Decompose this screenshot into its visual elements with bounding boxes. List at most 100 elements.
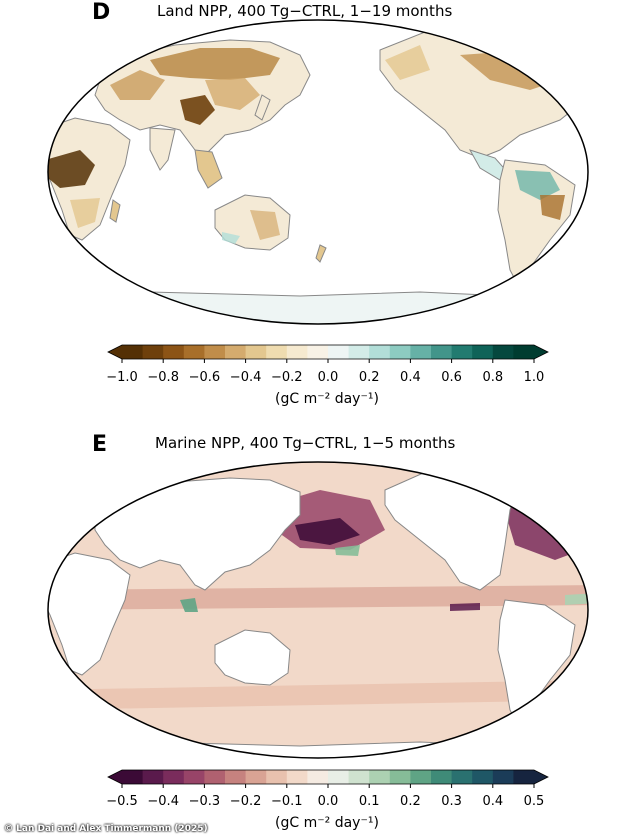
land-npp-colorbar-segment [348,345,370,359]
land-npp-colorbar-tick-label: −0.4 [229,370,262,385]
north-pacific-core [295,518,360,545]
atlantic-green [565,593,588,605]
brazil-brown [540,195,565,220]
land-npp-colorbar-unit: (gC m⁻² day⁻¹) [275,391,379,407]
land-npp-colorbar-segment [204,345,226,359]
marine-npp-colorbar-segment [451,770,473,784]
indonesia-green [180,598,198,612]
marine-npp-colorbar-segment [122,770,144,784]
marine-npp-colorbar-segment [225,770,247,784]
land-npp-colorbar-tick-label: −1.0 [106,370,138,385]
panel-e-title: Marine NPP, 400 Tg−CTRL, 1−5 months [155,434,456,452]
japan [254,94,271,121]
southeast-asia [194,149,223,189]
australia-landmass [214,629,291,686]
marine-npp-globe-outline [47,461,589,759]
land-npp-colorbar-tick-label: 0.4 [400,370,421,385]
panel-d-letter: D [92,0,111,25]
land-npp-colorbar-segment [389,345,411,359]
land-npp-colorbar-tick-label: 0.8 [482,370,504,385]
marine-npp-colorbar-segment [472,770,494,784]
marine-npp-colorbar-segment [369,770,391,784]
antarctica [48,291,588,324]
land-npp-colorbar-segment [328,345,350,359]
africa-south-tan [70,198,100,228]
marine-npp-colorbar-tick-label: 0.5 [523,794,545,809]
land-npp-colorbar-tick-label: 0.0 [317,370,339,385]
marine-npp-colorbar-tick-label: 0.0 [317,794,339,809]
asia-mid [205,78,260,110]
land-npp-globe-outline [47,19,589,325]
land-npp-colorbar-segment [163,345,185,359]
marine-npp-colorbar-segment [204,770,226,784]
land-npp-colorbar-segment [286,345,308,359]
marine-npp-colorbar-segment [389,770,411,784]
marine-npp-colorbar [107,769,549,788]
land-npp-colorbar-segment [245,345,267,359]
marine-npp-colorbar-segment [328,770,350,784]
land-npp-colorbar-segment [122,345,144,359]
panel-d-title: Land NPP, 400 Tg−CTRL, 1−19 months [157,2,453,20]
equatorial-pacific-dark [450,603,480,611]
marine-npp-colorbar-tick-label: 0.2 [400,794,421,809]
north-pacific-green [335,545,360,556]
land-npp-colorbar-segment [369,345,391,359]
land-npp-colorbar-tick-label: −0.8 [147,370,179,385]
land-npp-colorbar-tick-label: 1.0 [523,370,545,385]
land-npp-colorbar-segment [225,345,247,359]
land-npp-colorbar-extend-high [534,345,548,359]
australia-tan [250,210,280,240]
australia-teal [222,232,240,244]
land-npp-colorbar-tick-label: −0.6 [188,370,221,385]
land-npp-colorbar-extend-low [108,345,122,359]
marine-npp-colorbar-segment [163,770,185,784]
congo-dark [48,150,95,188]
marine-npp-colorbar-segment [431,770,453,784]
marine-npp-colorbar-segment [286,770,308,784]
marine-npp-colorbar-extend-high [534,770,548,784]
marine-npp-colorbar-segment [142,770,164,784]
marine-npp-colorbar-tick-label: 0.3 [441,794,462,809]
marine-npp-colorbar-segment [183,770,205,784]
marine-npp-colorbar-tick-label: 0.4 [482,794,504,809]
alaska-tan [385,45,430,80]
marine-npp-colorbar-tick-label: 0.1 [358,794,380,809]
new-zealand [315,244,327,263]
land-npp-colorbar-segment [183,345,205,359]
china-dark [180,95,215,125]
land-npp-colorbar-segment [451,345,473,359]
land-npp-colorbar-segment [142,345,164,359]
greenland [539,24,588,69]
marine-npp-colorbar-tick-label: −0.2 [229,794,262,809]
land-npp-colorbar-tick-label: −0.2 [271,370,303,385]
marine-npp-globe [48,462,588,758]
panel-e-letter: E [92,432,108,457]
madagascar [109,199,121,223]
marine-npp-colorbar-tick-label: −0.4 [147,794,179,809]
southern-band [48,680,588,710]
land-npp-colorbar [107,344,549,363]
land-npp-colorbar-segment [492,345,514,359]
marine-npp-colorbar-segment [245,770,267,784]
africa-landmass [48,552,131,676]
europe-brown [110,70,165,100]
eurasia-landmass [94,477,301,591]
land-npp-colorbar-segment [431,345,453,359]
land-npp-colorbar-segment [410,345,432,359]
amazon-teal [515,170,560,200]
marine-npp-colorbar-segment [513,770,535,784]
greenland [539,464,588,506]
siberia-brown [150,48,280,80]
land-npp-globe [48,20,588,324]
south-america-landmass [497,599,576,726]
land-npp-colorbar-segment [472,345,494,359]
marine-npp-colorbar-extend-low [108,770,122,784]
marine-npp-colorbar-tick-label: −0.1 [271,794,303,809]
marine-npp-colorbar-segment [307,770,329,784]
land-npp-colorbar-segment [266,345,288,359]
marine-npp-colorbar-segment [492,770,514,784]
marine-npp-colorbar-tick-label: −0.5 [106,794,138,809]
india-landmass [149,127,176,171]
land-npp-colorbar-segment [513,345,535,359]
marine-npp-colorbar-segment [410,770,432,784]
